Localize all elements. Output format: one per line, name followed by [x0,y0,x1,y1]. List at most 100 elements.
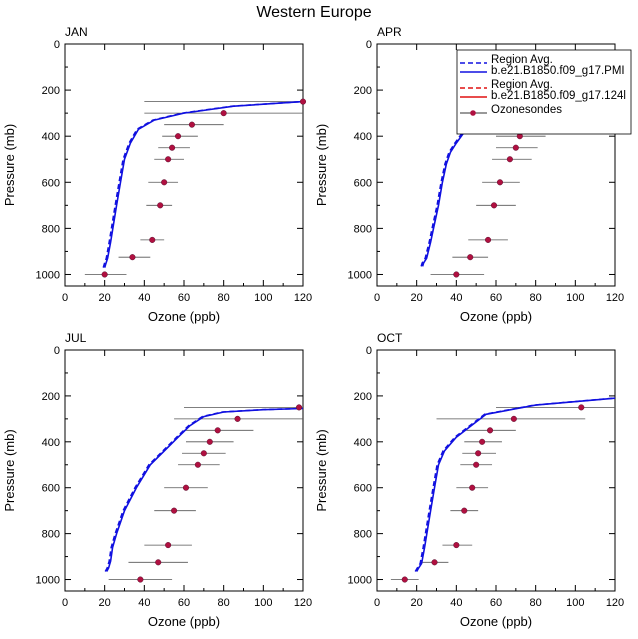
panel-label: JAN [65,25,88,39]
sonde-point [169,144,176,151]
sonde-point [506,156,513,163]
sonde-point [479,438,486,445]
x-tick-label: 100 [566,292,584,304]
sonde-point [137,576,144,583]
sonde-point [461,507,468,514]
sonde-point [234,415,241,422]
plot-frame [376,349,616,592]
x-tick-label: 80 [530,597,542,609]
sonde-point [165,542,172,549]
y-tick-label: 800 [42,223,60,235]
sonde-point [155,559,162,566]
x-tick-label: 20 [411,597,423,609]
sonde-point [194,461,201,468]
x-tick-label: 40 [138,597,150,609]
legend: Region Avg.b.e21.B1850.f09_g17.PMIRegion… [456,49,632,135]
x-tick-label: 120 [606,597,624,609]
x-tick-label: 20 [411,292,423,304]
sonde-point [510,415,517,422]
y-tick-label: 800 [354,223,372,235]
panel-jul: JUL 0 20 40 60 80 100 120 0 200 400 600 800 1000 Ozone… [2,331,312,629]
x-tick-label: 80 [218,292,230,304]
sonde-point [220,110,227,117]
sonde-point [453,271,460,278]
y-tick-label: 200 [354,391,372,403]
x-tick-label: 60 [178,292,190,304]
y-tick-label: 800 [354,529,372,541]
y-tick-label: 1000 [348,269,372,281]
sonde-point [473,461,480,468]
x-tick-label: 80 [530,292,542,304]
sonde-point [485,236,492,243]
x-tick-label: 0 [374,597,380,609]
sonde-point [475,450,482,457]
data-area [390,397,615,580]
panel-label: JUL [65,331,87,345]
sonde-point [182,484,190,491]
y-tick-label: 600 [354,177,372,189]
series-line-dashed [414,397,614,572]
sonde-point [101,271,108,278]
legend-label: Region Avg. [491,79,553,91]
sonde-point [171,507,178,514]
y-tick-label: 0 [54,39,60,51]
x-tick-label: 0 [62,292,68,304]
sonde-point [487,427,494,434]
y-tick-label: 800 [42,529,60,541]
x-tick-label: 40 [450,292,462,304]
y-tick-label: 400 [42,131,60,143]
sonde-point [149,236,156,243]
x-tick-label: 40 [138,292,150,304]
sonde-point [431,559,438,566]
y-axis-label: Pressure (mb) [2,429,17,511]
x-tick-label: 120 [294,597,312,609]
series-line-dashed [104,407,302,572]
x-tick-label: 100 [254,597,272,609]
y-tick-label: 400 [354,437,372,449]
plot-frame [64,349,304,592]
sonde-point [175,133,182,140]
x-tick-label: 60 [178,597,190,609]
x-tick-label: 0 [374,292,380,304]
x-axis-label: Ozone (ppb) [148,309,220,324]
sonde-point [214,427,221,434]
y-tick-label: 600 [354,483,372,495]
sonde-point [129,254,136,261]
x-tick-label: 60 [490,597,502,609]
legend-label: Ozonesondes [491,104,562,116]
legend-label: b.e21.B1850.f09_g17.PMI [491,65,625,77]
sonde-point [401,576,408,583]
x-tick-label: 0 [62,597,68,609]
y-tick-label: 0 [366,345,372,357]
sonde-point [157,202,164,209]
y-axis-label: Pressure (mb) [314,124,329,206]
sonde-point [512,144,519,151]
series-line-solid [415,397,615,572]
y-tick-label: 1000 [36,269,60,281]
sonde-point [496,179,504,186]
y-tick-label: 200 [354,85,372,97]
sonde-point [295,404,303,411]
legend-label: Region Avg. [491,54,553,66]
y-tick-label: 600 [42,483,60,495]
y-tick-label: 200 [42,85,60,97]
x-tick-label: 40 [450,597,462,609]
y-axis-label: Pressure (mb) [2,124,17,206]
sonde-point [188,121,195,128]
plot-frame [64,43,304,287]
data-area [104,406,303,580]
x-tick-label: 100 [566,597,584,609]
sonde-point [206,438,213,445]
y-tick-label: 600 [42,177,60,189]
sonde-point [578,404,585,411]
x-axis-label: Ozone (ppb) [460,309,532,324]
y-tick-label: 0 [54,345,60,357]
legend-box [456,49,632,135]
x-tick-label: 100 [254,292,272,304]
x-axis-label: Ozone (ppb) [148,614,220,629]
sonde-point [165,156,172,163]
x-tick-label: 60 [490,292,502,304]
x-tick-label: 120 [606,292,624,304]
